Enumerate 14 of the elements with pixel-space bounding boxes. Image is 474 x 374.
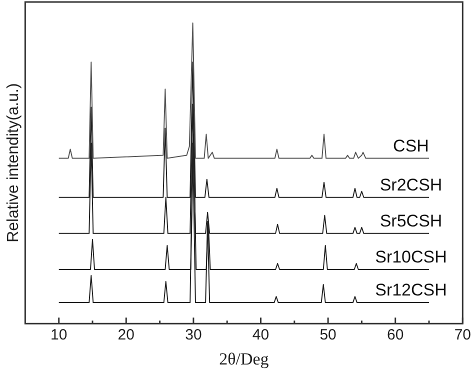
x-axis-title: 2θ/Deg xyxy=(219,349,270,368)
y-axis-title: Relative intendity(a.u.) xyxy=(5,83,22,242)
x-tick-label: 70 xyxy=(454,326,471,344)
x-tick-label: 60 xyxy=(387,326,404,344)
x-tick-label: 20 xyxy=(118,326,134,344)
x-tick-label: 30 xyxy=(185,326,202,344)
series-label: Sr12CSH xyxy=(375,280,447,300)
x-tick-label: 50 xyxy=(320,326,336,344)
series-label: Sr2CSH xyxy=(380,176,442,195)
series-label: Sr10CSH xyxy=(375,248,447,267)
x-tick-label: 40 xyxy=(252,326,270,344)
series-label: Sr5CSH xyxy=(380,212,442,231)
x-tick-label: 10 xyxy=(50,326,68,344)
series-label: CSH xyxy=(393,136,429,156)
